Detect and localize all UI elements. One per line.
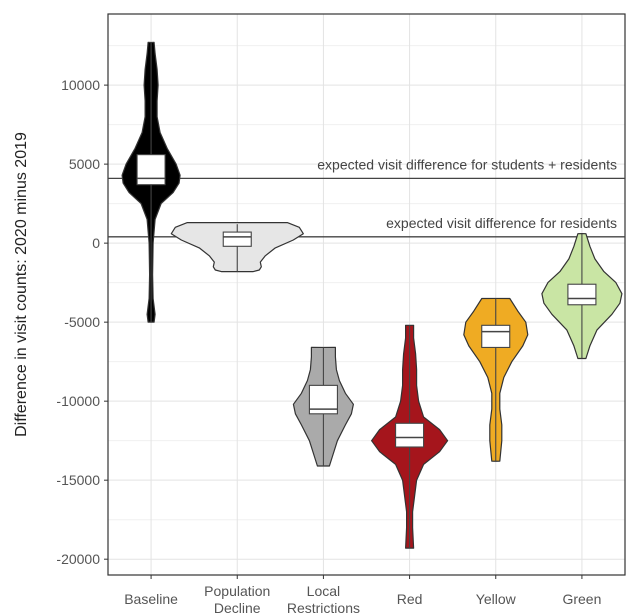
x-axis-labels: Baseline Population Decline Local Restrictio… <box>124 575 601 615</box>
iqr-box <box>136 154 166 186</box>
plot-panel-border <box>107 13 626 576</box>
violins <box>121 41 623 549</box>
x-tick-label: Green <box>562 591 601 607</box>
iqr-box <box>222 231 252 247</box>
x-tick-label: Yellow <box>476 591 517 607</box>
y-axis-ticks: 10000 5000 0 -5000 -10000 -15000 -20000 <box>56 77 108 567</box>
y-tick-label: -20000 <box>56 551 100 567</box>
y-tick-label: 5000 <box>69 156 100 172</box>
reference-line-label: expected visit difference for students +… <box>317 156 617 172</box>
y-tick-label: -10000 <box>56 393 100 409</box>
iqr-box <box>395 422 425 448</box>
iqr-box <box>481 324 511 348</box>
iqr-box <box>567 283 597 306</box>
y-tick-label: -15000 <box>56 472 100 488</box>
y-axis-title: Difference in visit counts: 2020 minus 2… <box>13 132 30 437</box>
y-tick-label: -5000 <box>64 314 100 330</box>
grid <box>108 14 625 575</box>
x-tick-label: Local Restrictions <box>287 583 360 615</box>
x-tick-label: Baseline <box>124 591 178 607</box>
y-tick-label: 0 <box>92 235 100 251</box>
reference-line-label: expected visit difference for residents <box>386 215 617 231</box>
x-tick-label: Population Decline <box>204 583 270 615</box>
x-tick-label: Red <box>397 591 423 607</box>
reference-lines: expected visit difference for students +… <box>108 156 625 238</box>
y-tick-label: 10000 <box>61 77 100 93</box>
